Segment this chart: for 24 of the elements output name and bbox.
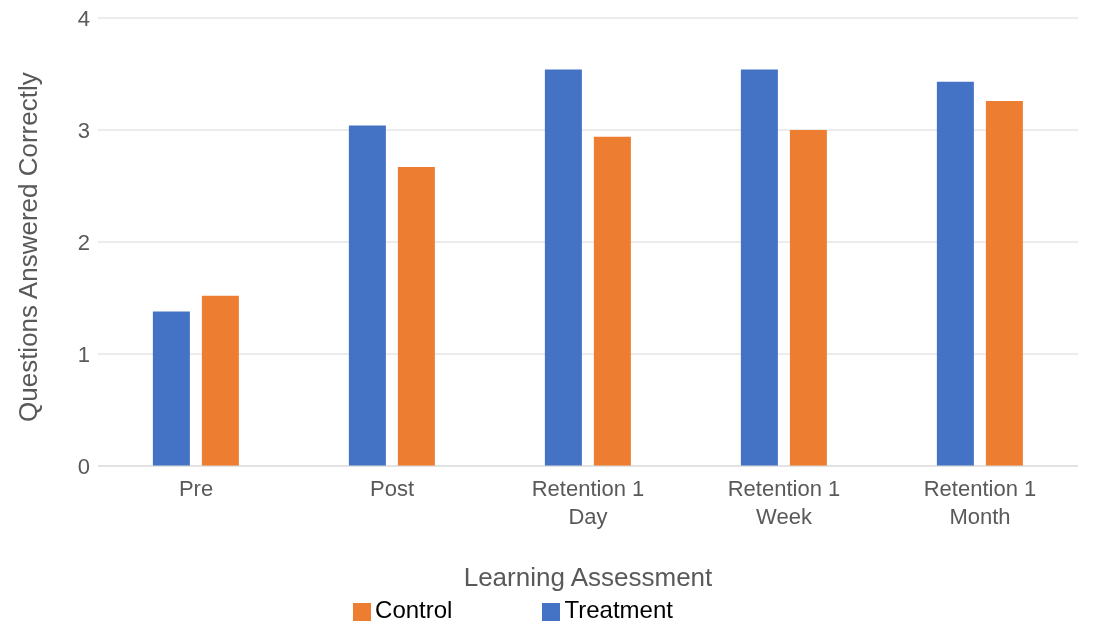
x-tick-label: Post — [369, 476, 415, 501]
x-tick-label: Retention 1 Month — [923, 476, 1037, 529]
x-tick-label: Retention 1 Week — [727, 476, 841, 529]
y-axis-title: Questions Answered Correctly — [13, 72, 44, 422]
legend-label: Treatment — [564, 596, 673, 623]
bar — [348, 125, 386, 466]
legend-label: Control — [375, 596, 453, 623]
x-tick-label: Pre — [178, 476, 214, 501]
y-tick-label: 0 — [77, 453, 90, 479]
bar — [152, 311, 190, 466]
y-tick-label: 1 — [77, 341, 90, 367]
x-tick-label: Retention 1 Day — [531, 476, 645, 529]
y-tick-label: 4 — [77, 5, 90, 31]
bar — [201, 295, 239, 466]
bar — [544, 69, 582, 466]
bar — [740, 69, 778, 466]
y-tick-label: 3 — [77, 117, 90, 143]
x-axis-title: Learning Assessment — [463, 562, 714, 592]
bar — [936, 81, 974, 466]
bar — [593, 136, 631, 466]
y-tick-label: 2 — [77, 229, 90, 255]
bar — [397, 166, 435, 466]
bar — [985, 100, 1023, 466]
bar — [789, 130, 827, 466]
